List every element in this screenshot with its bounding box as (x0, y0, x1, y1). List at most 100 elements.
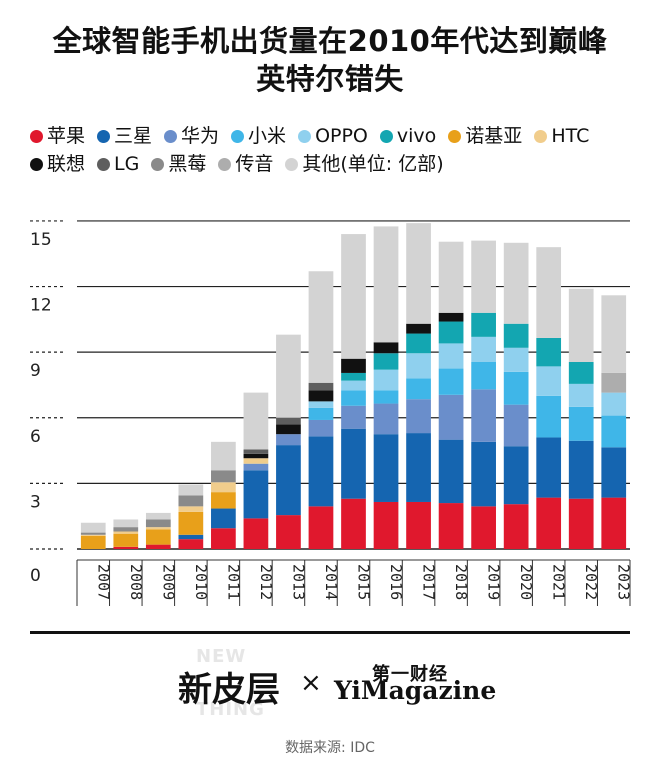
bar-segment (145, 519, 171, 528)
bar-segment (373, 403, 399, 435)
yimagazine-logo-cn: 第一财经 (372, 664, 448, 685)
bar-segment (211, 482, 236, 493)
legend-item: 其他(单位: 亿部) (285, 150, 444, 178)
y-tick-label: 6 (30, 427, 41, 447)
bar-segment (601, 497, 627, 549)
x-tick-label: 2018 (452, 564, 470, 600)
bar-segment (438, 321, 464, 344)
legend-label: 传音 (235, 153, 274, 175)
x-tick-label: 2017 (420, 564, 438, 600)
bar-segment (438, 368, 464, 395)
legend-item: 传音 (218, 150, 273, 178)
bar-segment (178, 495, 204, 507)
y-tick-label: 0 (30, 566, 41, 586)
bar-segment (113, 546, 139, 549)
legend-dot-icon (218, 158, 232, 171)
bar-segment (373, 342, 399, 354)
bar-segment (113, 533, 139, 547)
bar-segment (536, 497, 562, 549)
bar-segment (178, 539, 204, 549)
x-tick-label: 2010 (192, 564, 210, 600)
bar-segment (113, 531, 139, 534)
bar-segment (276, 445, 301, 516)
bar-segment (601, 372, 627, 393)
bar-segment (503, 446, 529, 505)
legend-dot-icon (379, 130, 393, 143)
bar-segment (471, 336, 496, 363)
bar-segment (406, 353, 431, 379)
y-tick-label: 3 (30, 492, 41, 512)
x-tick-label: 2008 (127, 564, 145, 600)
bar-segment (568, 440, 594, 499)
y-tick-label: 9 (30, 361, 41, 381)
bar-segment (601, 295, 627, 373)
legend-item: HTC (534, 122, 589, 150)
legend-dot-icon (97, 158, 111, 171)
bar-segment (308, 401, 334, 408)
footer-divider (30, 631, 630, 634)
bar-segment (503, 323, 529, 348)
bar-segment (471, 312, 496, 337)
bar-segment (308, 382, 334, 391)
legend-label: 联想 (47, 153, 86, 175)
bar-segment (341, 390, 366, 406)
bar-segment (601, 392, 627, 416)
bar-segment (438, 503, 464, 549)
legend-dot-icon (97, 130, 111, 143)
bar-segment (373, 390, 399, 404)
bar-segment (308, 390, 334, 402)
bar-segment (178, 511, 204, 535)
bar-segment (341, 498, 366, 549)
bar-segment (341, 234, 366, 359)
legend-item: 诺基亚 (448, 122, 522, 150)
bar-segment (503, 504, 529, 549)
x-tick-label: 2013 (289, 564, 307, 600)
bar-segment (373, 226, 399, 343)
bar-segment (80, 534, 106, 536)
chart-title-line2: 英特尔错失 (256, 62, 404, 96)
x-tick-label: 2012 (257, 564, 275, 600)
bar-segment (438, 394, 464, 440)
bar-segment (145, 527, 171, 530)
bar-segment (373, 353, 399, 370)
bar-segment (471, 506, 496, 549)
legend-label: 诺基亚 (465, 125, 523, 147)
chart-legend: 苹果 三星 华为 小米 OPPO vivo 诺基亚 HTC 联想 LG 黑莓 传音 其他(单位: 亿部) (30, 122, 640, 178)
ghost-text-new: NEW (196, 646, 247, 667)
bar-segment (503, 371, 529, 405)
legend-item: 联想 (30, 150, 85, 178)
bar-segment (308, 419, 334, 437)
x-tick-label: 2022 (582, 564, 600, 600)
bar-segment (373, 369, 399, 391)
bar-segment (80, 535, 106, 549)
legend-label: vivo (396, 125, 437, 147)
bar-segment (536, 366, 562, 396)
legend-label: 其他(单位: 亿部) (302, 153, 444, 175)
bar-segment (406, 378, 431, 400)
bar-segment (211, 492, 236, 509)
bar-segment (308, 271, 334, 383)
bar-segment (373, 501, 399, 549)
bar-segment (438, 343, 464, 369)
bar-segment (178, 534, 204, 540)
bar-segment (211, 508, 236, 529)
bar-segment (503, 347, 529, 372)
legend-item: 苹果 (30, 122, 85, 150)
bar-segment (113, 519, 139, 528)
data-source: 数据来源: IDC (285, 740, 375, 756)
x-tick-label: 2015 (355, 564, 373, 600)
times-symbol: × (300, 668, 322, 698)
bar-segment (601, 415, 627, 448)
legend-dot-icon (534, 130, 548, 143)
bar-segment (568, 498, 594, 549)
legend-item: 黑莓 (151, 150, 206, 178)
bar-segment (503, 242, 529, 324)
legend-label: 小米 (248, 125, 287, 147)
bar-segment (373, 434, 399, 502)
legend-dot-icon (448, 130, 462, 143)
y-tick-label: 15 (30, 230, 52, 250)
legend-dot-icon (164, 130, 178, 143)
bar-segment (568, 288, 594, 363)
bar-segment (276, 515, 301, 549)
bar-segment (406, 333, 431, 354)
